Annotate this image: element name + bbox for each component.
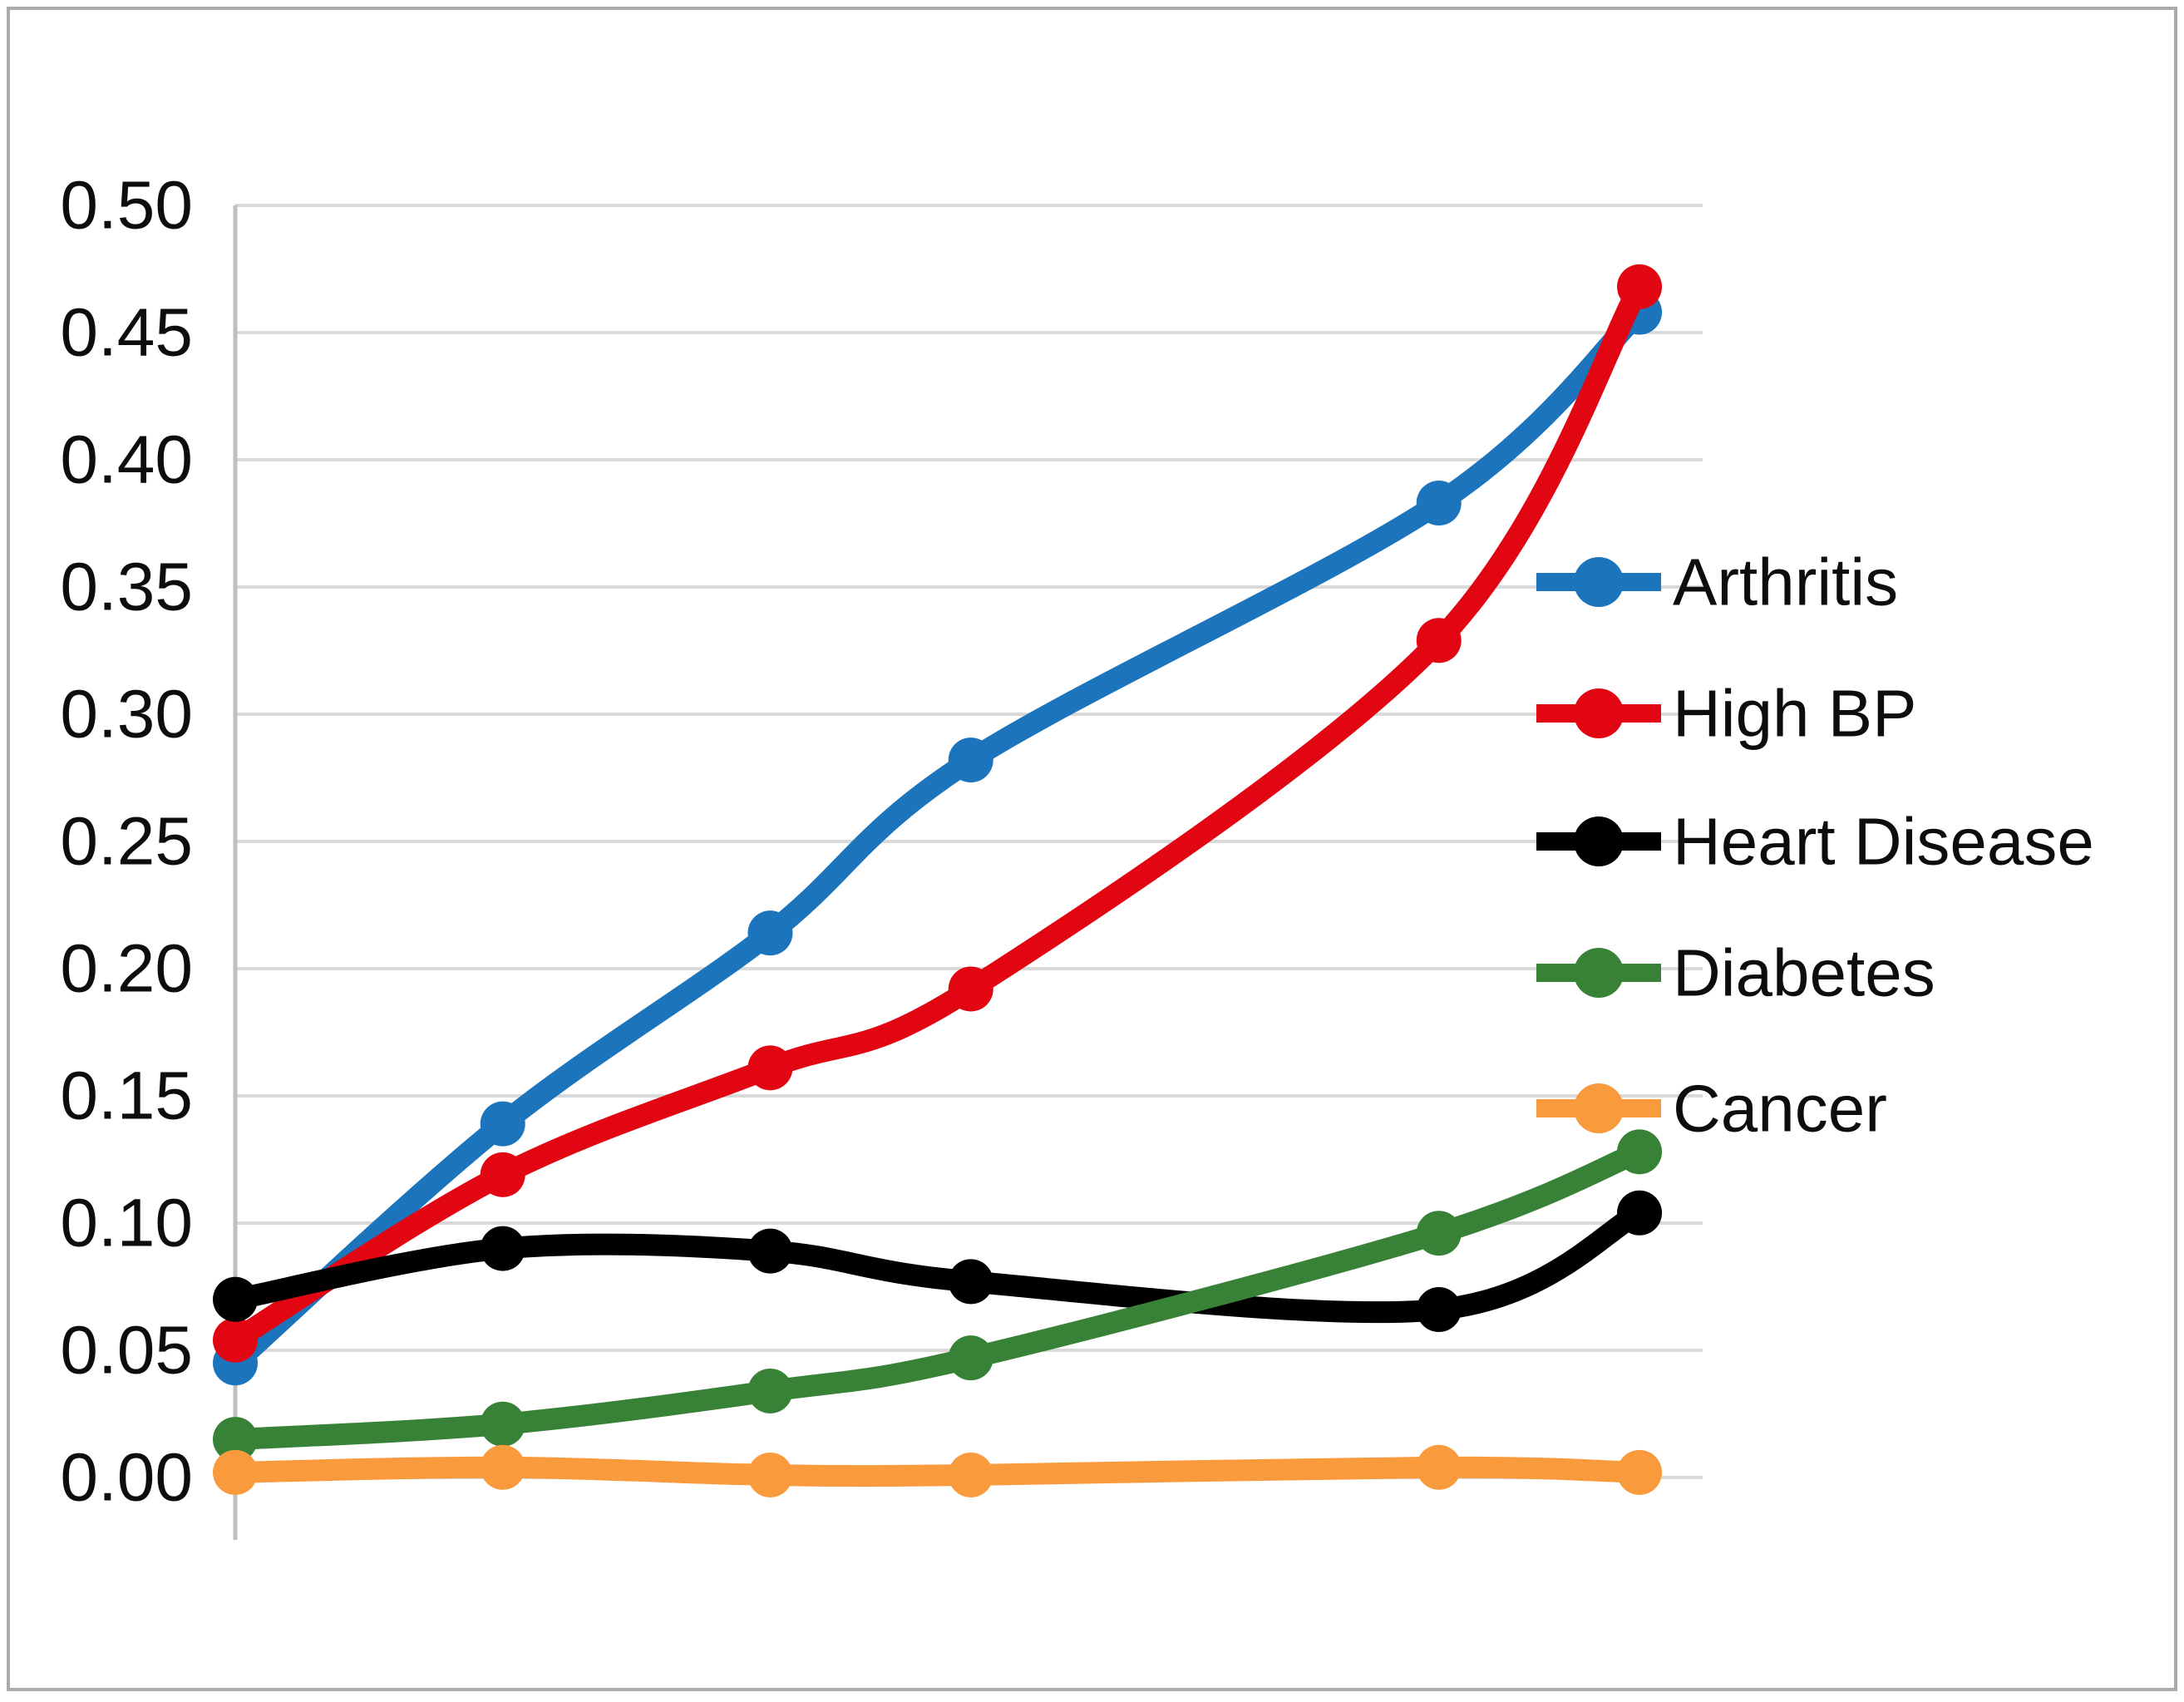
data-point-arthritis <box>1416 481 1462 526</box>
legend-swatch-marker-diabetes <box>1574 948 1624 998</box>
data-point-heart-disease <box>480 1226 525 1271</box>
data-point-diabetes <box>948 1335 993 1381</box>
data-point-heart-disease <box>213 1276 258 1322</box>
data-point-high-bp <box>213 1317 258 1363</box>
y-axis-tick-label: 0.35 <box>60 550 193 625</box>
y-axis-tick-label: 0.00 <box>60 1440 193 1516</box>
legend-label-heart-disease: Heart Disease <box>1673 805 2094 879</box>
y-axis-tick-label: 0.50 <box>60 168 193 244</box>
data-point-cancer <box>213 1449 258 1495</box>
data-point-high-bp <box>747 1045 793 1091</box>
y-axis-tick-label: 0.05 <box>60 1313 193 1389</box>
data-point-high-bp <box>480 1152 525 1197</box>
legend-label-high-bp: High BP <box>1673 677 1916 751</box>
series-line-high-bp <box>224 275 1651 1351</box>
data-point-arthritis <box>948 738 993 783</box>
data-point-heart-disease <box>747 1228 793 1274</box>
y-axis-tick-label: 0.30 <box>60 677 193 752</box>
legend-swatch-marker-high-bp <box>1574 688 1624 738</box>
data-point-arthritis <box>747 910 793 956</box>
data-point-high-bp <box>1617 264 1663 309</box>
data-point-heart-disease <box>1617 1190 1663 1236</box>
data-point-diabetes <box>213 1417 258 1463</box>
y-axis-tick-label: 0.45 <box>60 295 193 371</box>
y-axis-tick-label: 0.10 <box>60 1186 193 1261</box>
data-point-high-bp <box>948 966 993 1012</box>
data-point-heart-disease <box>948 1259 993 1305</box>
legend-label-arthritis: Arthritis <box>1673 545 1898 619</box>
data-point-cancer <box>747 1452 793 1497</box>
data-point-high-bp <box>1416 618 1462 664</box>
y-axis-tick-label: 0.25 <box>60 804 193 880</box>
data-point-cancer <box>1416 1444 1462 1490</box>
data-point-diabetes <box>747 1368 793 1413</box>
data-point-diabetes <box>1416 1211 1462 1256</box>
legend-label-cancer: Cancer <box>1673 1072 1887 1146</box>
figure-border <box>7 7 2177 1691</box>
data-point-cancer <box>948 1452 993 1497</box>
data-point-heart-disease <box>1416 1287 1462 1333</box>
legend-swatch-marker-heart-disease <box>1574 816 1624 866</box>
data-point-cancer <box>1617 1449 1663 1495</box>
y-axis-tick-label: 0.20 <box>60 931 193 1007</box>
legend-swatch-marker-arthritis <box>1574 557 1624 607</box>
data-point-diabetes <box>1617 1129 1663 1175</box>
y-axis-tick-label: 0.40 <box>60 422 193 498</box>
legend-swatch-marker-cancer <box>1574 1083 1624 1133</box>
data-point-cancer <box>480 1444 525 1490</box>
data-point-arthritis <box>480 1101 525 1147</box>
data-point-diabetes <box>480 1401 525 1447</box>
y-axis-tick-label: 0.15 <box>60 1058 193 1134</box>
legend-label-diabetes: Diabetes <box>1673 936 1935 1010</box>
